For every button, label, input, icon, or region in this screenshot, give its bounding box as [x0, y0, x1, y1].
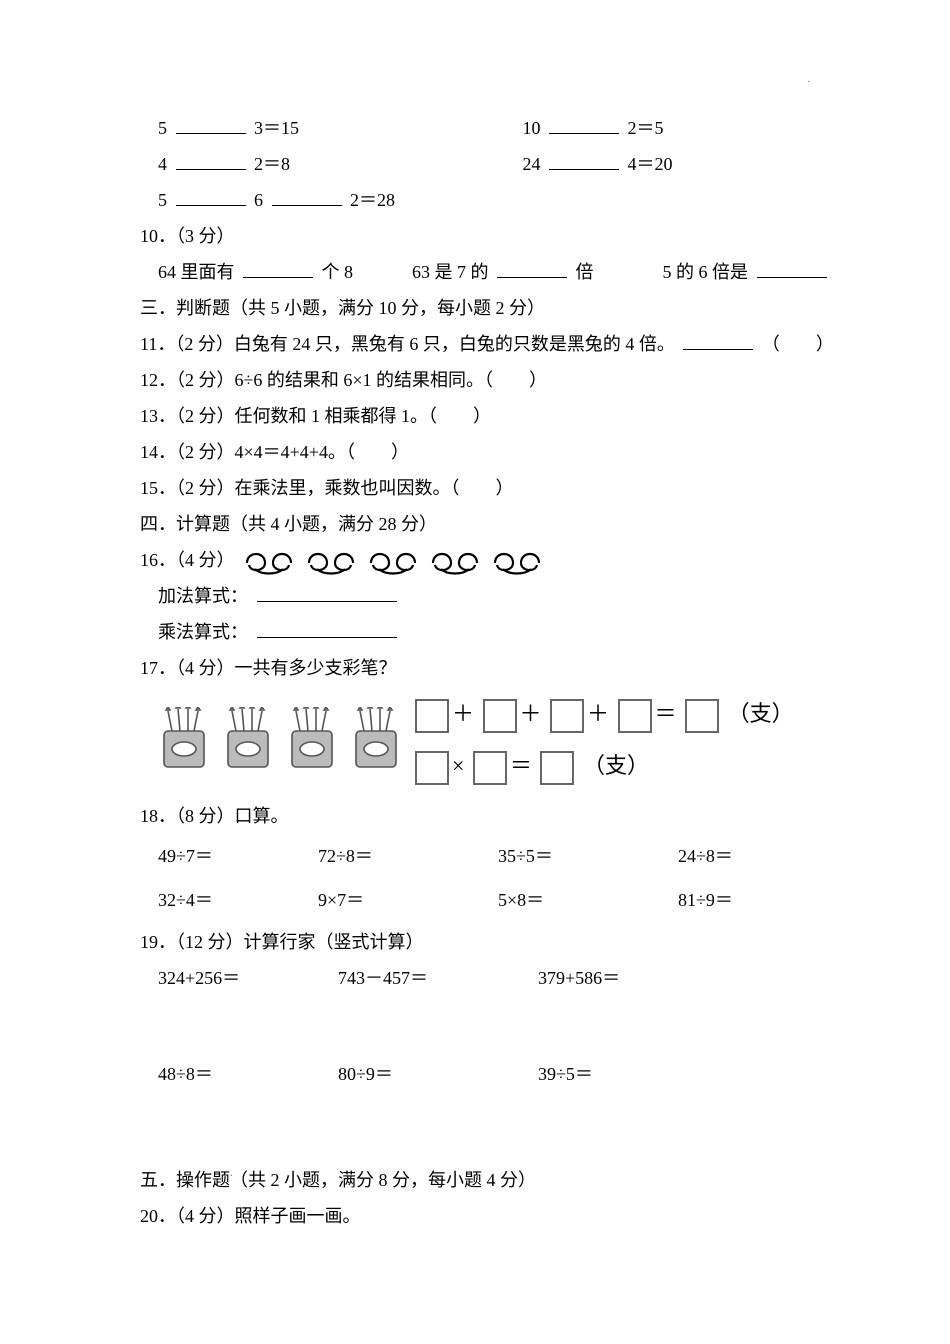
q17-equations: ＋ ＋ ＋ ＝ （支） × ＝ （支） — [412, 692, 794, 788]
pretzel-icon — [303, 543, 359, 577]
q16-add: 加法算式： — [140, 578, 820, 614]
q19-label: 19．（12 分）计算行家（竖式计算） — [140, 924, 820, 960]
vert-cell: 48÷8＝ — [158, 1056, 338, 1092]
mental-cell: 24÷8＝ — [678, 838, 838, 874]
eq-l1b: 3＝15 — [254, 118, 299, 138]
vert-cell: 39÷5＝ — [538, 1056, 738, 1092]
page-decoration: . — [230, 1164, 233, 1184]
vert-cell: 379+586＝ — [538, 960, 738, 996]
blank — [257, 619, 397, 638]
q17-label: 17．（4 分）一共有多少支彩笔？ — [140, 650, 820, 686]
box — [685, 699, 719, 733]
q14: 14．（2 分）4×4＝4+4+4。（ ） — [140, 434, 820, 470]
vert-cell: 324+256＝ — [158, 960, 338, 996]
box — [540, 751, 574, 785]
q16-mul-label: 乘法算式： — [158, 622, 248, 642]
blank — [176, 151, 246, 170]
mental-cell: 35÷5＝ — [498, 838, 678, 874]
pretzel-icon — [365, 543, 421, 577]
eq-3a: 5 — [158, 190, 167, 210]
q13: 13．（2 分）任何数和 1 相乘都得 1。（ ） — [140, 398, 820, 434]
pretzel-icon — [427, 543, 483, 577]
box — [618, 699, 652, 733]
pencil-cup-icon — [222, 707, 274, 773]
pretzel-icon — [489, 543, 545, 577]
blank — [176, 115, 246, 134]
pencil-cup-icon — [350, 707, 402, 773]
eq-r1a: 10 — [523, 118, 541, 138]
section-4-title: 四．计算题（共 4 小题，满分 28 分） — [140, 506, 820, 542]
q17-figure: ＋ ＋ ＋ ＝ （支） × ＝ （支） — [158, 692, 820, 788]
mental-cell: 32÷4＝ — [158, 882, 318, 918]
box — [415, 751, 449, 785]
blank — [549, 115, 619, 134]
q10-p1-post: 个 8 — [322, 262, 354, 282]
q11: 11．（2 分）白兔有 24 只，黑兔有 6 只，白兔的只数是黑兔的 4 倍。 … — [140, 326, 820, 362]
blank — [683, 331, 753, 350]
q16-add-label: 加法算式： — [158, 586, 248, 606]
q17-mul-eq: × ＝ （支） — [412, 744, 794, 788]
page-decoration: . — [808, 70, 811, 90]
blank — [243, 259, 313, 278]
vert-grid: 324+256＝ 743－457＝ 379+586＝ 48÷8＝ 80÷9＝ 3… — [158, 960, 820, 1092]
q10-parts: 64 里面有 个 8 63 是 7 的 倍 5 的 6 倍是 — [140, 254, 820, 290]
pretzel-icon — [241, 543, 297, 577]
mental-cell: 81÷9＝ — [678, 882, 838, 918]
section-5-title: 五．操作题（共 2 小题，满分 8 分，每小题 4 分） — [140, 1162, 820, 1198]
fill-eq-line-2: 4 2＝8 24 4＝20 — [140, 146, 820, 182]
blank — [176, 187, 246, 206]
box — [415, 699, 449, 733]
q17-unit: （支） — [728, 701, 794, 726]
q11-text: 11．（2 分）白兔有 24 只，黑兔有 6 只，白兔的只数是黑兔的 4 倍。 — [140, 334, 675, 354]
box — [473, 751, 507, 785]
q10: 10．（3 分） — [140, 218, 820, 254]
eq-r2a: 24 — [523, 154, 541, 174]
vert-cell: 80÷9＝ — [338, 1056, 538, 1092]
blank — [549, 151, 619, 170]
eq-3mid: 6 — [254, 190, 263, 210]
q11-tail: （ ） — [762, 334, 834, 354]
pencil-cup-icon — [286, 707, 338, 773]
cups-row — [158, 707, 402, 773]
eq-r1b: 2＝5 — [628, 118, 664, 138]
eq-l2a: 4 — [158, 154, 167, 174]
blank — [757, 259, 827, 278]
fill-eq-line-3: 5 6 2＝28 — [140, 182, 820, 218]
q16: 16．（4 分） — [140, 542, 820, 578]
q10-p1-pre: 64 里面有 — [158, 262, 235, 282]
blank — [497, 259, 567, 278]
eq-l2b: 2＝8 — [254, 154, 290, 174]
pretzel-row — [241, 543, 545, 577]
q10-p2-post: 倍 — [576, 262, 594, 282]
mental-cell: 5×8＝ — [498, 882, 678, 918]
eq-l1a: 5 — [158, 118, 167, 138]
q20: 20．（4 分）照样子画一画。 — [140, 1198, 820, 1234]
q16-mul: 乘法算式： — [140, 614, 820, 650]
blank — [272, 187, 342, 206]
q12: 12．（2 分）6÷6 的结果和 6×1 的结果相同。（ ） — [140, 362, 820, 398]
section-3-title: 三．判断题（共 5 小题，满分 10 分，每小题 2 分） — [140, 290, 820, 326]
blank — [257, 583, 397, 602]
q15: 15．（2 分）在乘法里，乘数也叫因数。（ ） — [140, 470, 820, 506]
eq-r2b: 4＝20 — [628, 154, 673, 174]
mental-cell: 9×7＝ — [318, 882, 498, 918]
q17-add-eq: ＋ ＋ ＋ ＝ （支） — [412, 692, 794, 736]
mental-cell: 72÷8＝ — [318, 838, 498, 874]
box — [483, 699, 517, 733]
q16-label: 16．（4 分） — [140, 542, 235, 578]
eq-3b: 2＝28 — [350, 190, 395, 210]
q17-unit2: （支） — [583, 753, 649, 778]
mental-grid: 49÷7＝72÷8＝35÷5＝24÷8＝32÷4＝9×7＝5×8＝81÷9＝ — [158, 838, 820, 918]
pencil-cup-icon — [158, 707, 210, 773]
q10-label: 10．（3 分） — [140, 226, 235, 246]
q18-label: 18．（8 分）口算。 — [140, 798, 820, 834]
vert-cell: 743－457＝ — [338, 960, 538, 996]
box — [550, 699, 584, 733]
q10-p2-pre: 63 是 7 的 — [412, 262, 489, 282]
mental-cell: 49÷7＝ — [158, 838, 318, 874]
q10-p3-pre: 5 的 6 倍是 — [663, 262, 749, 282]
fill-eq-line-1: 5 3＝15 10 2＝5 — [140, 110, 820, 146]
